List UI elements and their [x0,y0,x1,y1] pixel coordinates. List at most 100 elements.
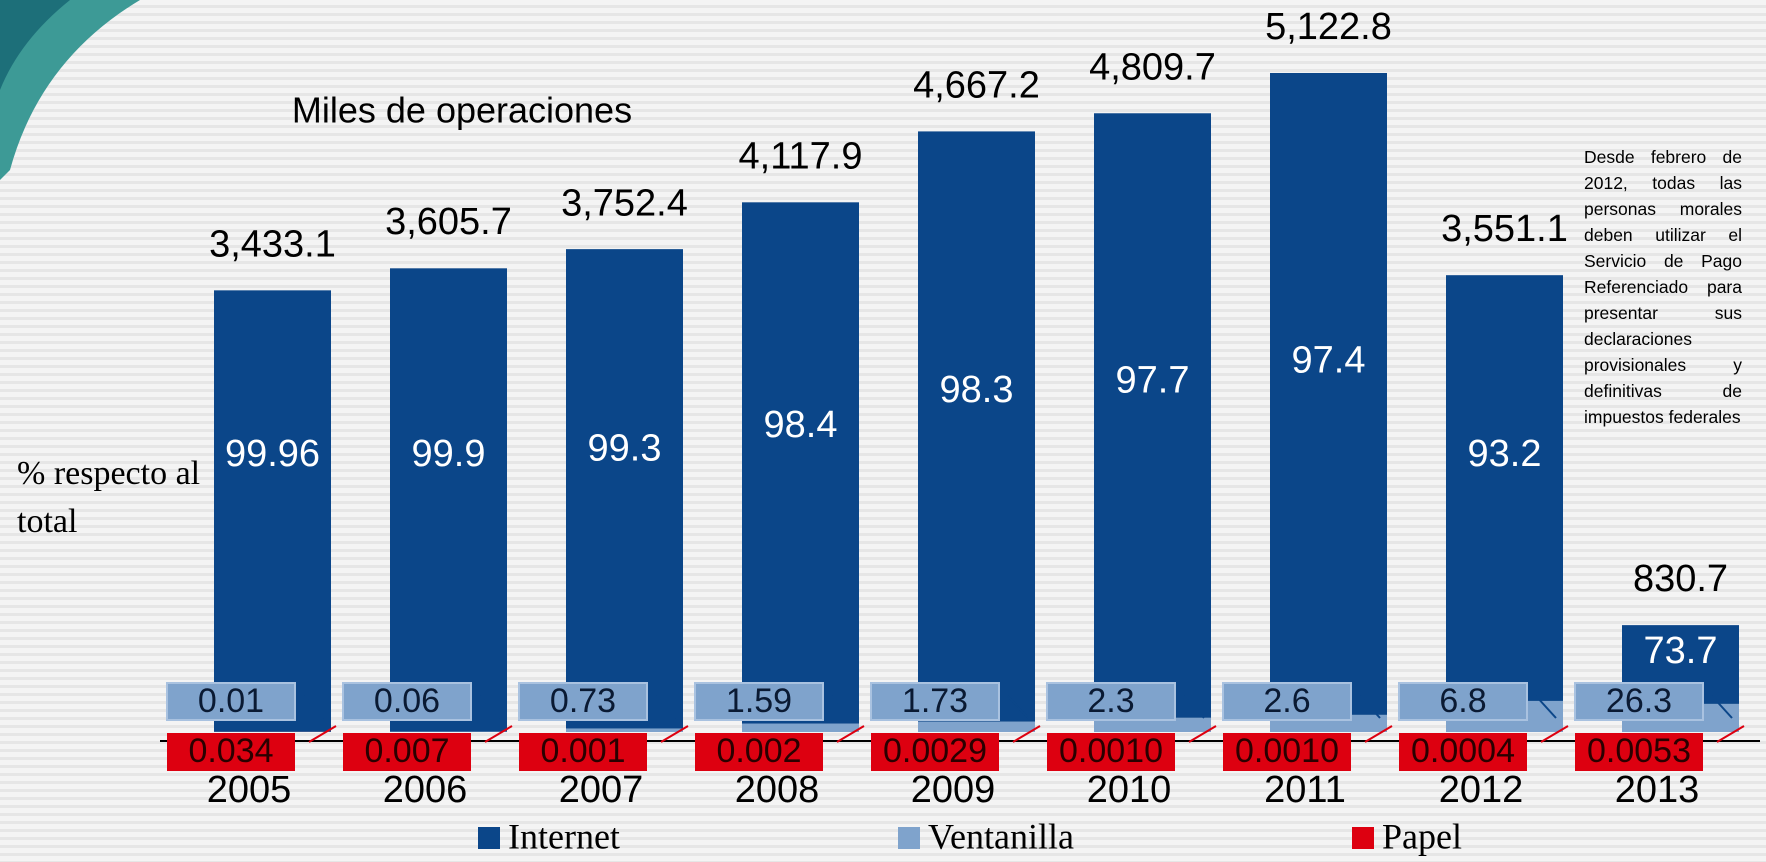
papel-box [167,733,295,771]
x-tick-label: 2007 [559,769,644,811]
papel-label: 0.0029 [883,732,987,770]
papel-box [343,733,471,771]
papel-label: 0.0004 [1411,732,1515,770]
leader [660,725,689,743]
leader [831,695,853,719]
internet-label: 99.9 [412,433,486,475]
bar-internet [1094,113,1211,718]
x-tick-label: 2006 [383,769,468,811]
leader [836,725,865,743]
ventanilla-box [1222,682,1352,721]
ventanilla-label: 0.06 [374,682,440,720]
y-label: % respecto al total [17,455,201,540]
chart-title: Miles de operaciones [292,90,632,131]
legend-label: Ventanilla [928,816,1074,856]
legend-swatch [478,827,500,849]
ventanilla-box [1046,682,1176,721]
bar-internet [390,268,507,732]
papel-label: 0.007 [364,732,449,770]
bar-ventanilla [566,728,683,732]
decor-swoosh [0,0,140,180]
leader [1359,695,1381,719]
leader [1007,695,1029,719]
papel-label: 0.0010 [1059,732,1163,770]
papel-box [1223,733,1351,771]
legend-swatch [898,827,920,849]
total-label: 3,551.1 [1441,208,1568,250]
bar-internet [1446,275,1563,701]
ventanilla-label: 2.3 [1087,682,1134,720]
ventanilla-label: 1.73 [902,682,968,720]
x-tick-label: 2008 [735,769,820,811]
papel-label: 0.002 [716,732,801,770]
ventanilla-label: 1.59 [726,682,792,720]
ventanilla-box [1398,682,1528,721]
bar-internet [918,131,1035,722]
papel-box [871,733,999,771]
leader [1716,725,1745,743]
leader [303,695,325,719]
total-label: 3,433.1 [209,223,336,265]
total-label: 4,117.9 [739,135,863,177]
ventanilla-box [342,682,472,721]
internet-label: 97.7 [1116,360,1190,402]
papel-box [1047,733,1175,771]
x-tick-label: 2012 [1439,769,1524,811]
x-tick-label: 2005 [207,769,292,811]
papel-label: 0.0010 [1235,732,1339,770]
leader [479,695,501,719]
bar-internet [1270,72,1387,715]
total-label: 4,809.7 [1089,46,1216,88]
papel-box [1575,733,1703,771]
x-tick-label: 2010 [1087,769,1172,811]
legend-label: Papel [1382,816,1462,856]
internet-label: 98.3 [940,369,1014,411]
bar-ventanilla [742,723,859,732]
bar-ventanilla [1094,717,1211,732]
leader [484,725,513,743]
internet-label: 73.7 [1644,630,1718,672]
legend-swatch [1352,827,1374,849]
leader [1535,695,1557,719]
legend-label: Internet [508,816,620,856]
papel-box [519,733,647,771]
ventanilla-label: 6.8 [1439,682,1486,720]
papel-box [1399,733,1527,771]
bar-internet [566,249,683,729]
papel-label: 0.034 [188,732,273,770]
leader [1183,695,1205,719]
leader [655,695,677,719]
leader [308,725,337,743]
leader [1012,725,1041,743]
papel-label: 0.001 [540,732,625,770]
x-tick-label: 2013 [1615,769,1700,811]
ventanilla-label: 2.6 [1263,682,1310,720]
ventanilla-box [694,682,824,721]
ventanilla-box [166,682,296,721]
decor-swoosh [0,0,70,90]
leader [1188,725,1217,743]
internet-label: 97.4 [1292,340,1366,382]
ventanilla-label: 26.3 [1606,682,1672,720]
x-tick-label: 2011 [1264,769,1346,811]
x-tick-label: 2009 [911,769,996,811]
ventanilla-box [870,682,1000,721]
bar-internet [214,290,331,732]
papel-box [695,733,823,771]
total-label: 4,667.2 [913,65,1040,107]
ventanilla-label: 0.73 [550,682,616,720]
ventanilla-box [1574,682,1704,721]
total-label: 3,605.7 [385,201,512,243]
internet-label: 93.2 [1468,433,1542,475]
total-label: 3,752.4 [561,182,688,224]
ventanilla-label: 0.01 [198,682,264,720]
bar-internet [742,202,859,724]
papel-label: 0.0053 [1587,732,1691,770]
note: Desde febrero de 2012, todas las persona… [1584,147,1742,427]
total-label: 5,122.8 [1265,6,1392,48]
leader [1364,725,1393,743]
leader [1540,725,1569,743]
total-label: 830.7 [1633,558,1728,600]
